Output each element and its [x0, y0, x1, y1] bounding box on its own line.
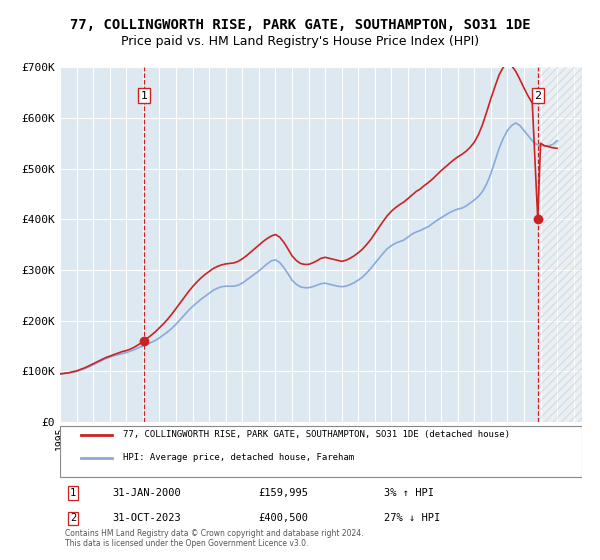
Text: 2: 2: [70, 514, 76, 524]
Text: 77, COLLINGWORTH RISE, PARK GATE, SOUTHAMPTON, SO31 1DE: 77, COLLINGWORTH RISE, PARK GATE, SOUTHA…: [70, 18, 530, 32]
FancyBboxPatch shape: [60, 426, 582, 477]
Text: 3% ↑ HPI: 3% ↑ HPI: [383, 488, 434, 498]
Text: Price paid vs. HM Land Registry's House Price Index (HPI): Price paid vs. HM Land Registry's House …: [121, 35, 479, 49]
Text: 1: 1: [70, 488, 76, 498]
Text: 27% ↓ HPI: 27% ↓ HPI: [383, 514, 440, 524]
Text: 31-JAN-2000: 31-JAN-2000: [112, 488, 181, 498]
Polygon shape: [538, 67, 582, 422]
Text: Contains HM Land Registry data © Crown copyright and database right 2024.
This d: Contains HM Land Registry data © Crown c…: [65, 529, 364, 548]
Text: 2: 2: [534, 91, 541, 101]
Text: 77, COLLINGWORTH RISE, PARK GATE, SOUTHAMPTON, SO31 1DE (detached house): 77, COLLINGWORTH RISE, PARK GATE, SOUTHA…: [122, 430, 509, 439]
Text: 31-OCT-2023: 31-OCT-2023: [112, 514, 181, 524]
Text: £159,995: £159,995: [259, 488, 308, 498]
Text: HPI: Average price, detached house, Fareham: HPI: Average price, detached house, Fare…: [122, 453, 354, 462]
Text: £400,500: £400,500: [259, 514, 308, 524]
Text: 1: 1: [140, 91, 148, 101]
